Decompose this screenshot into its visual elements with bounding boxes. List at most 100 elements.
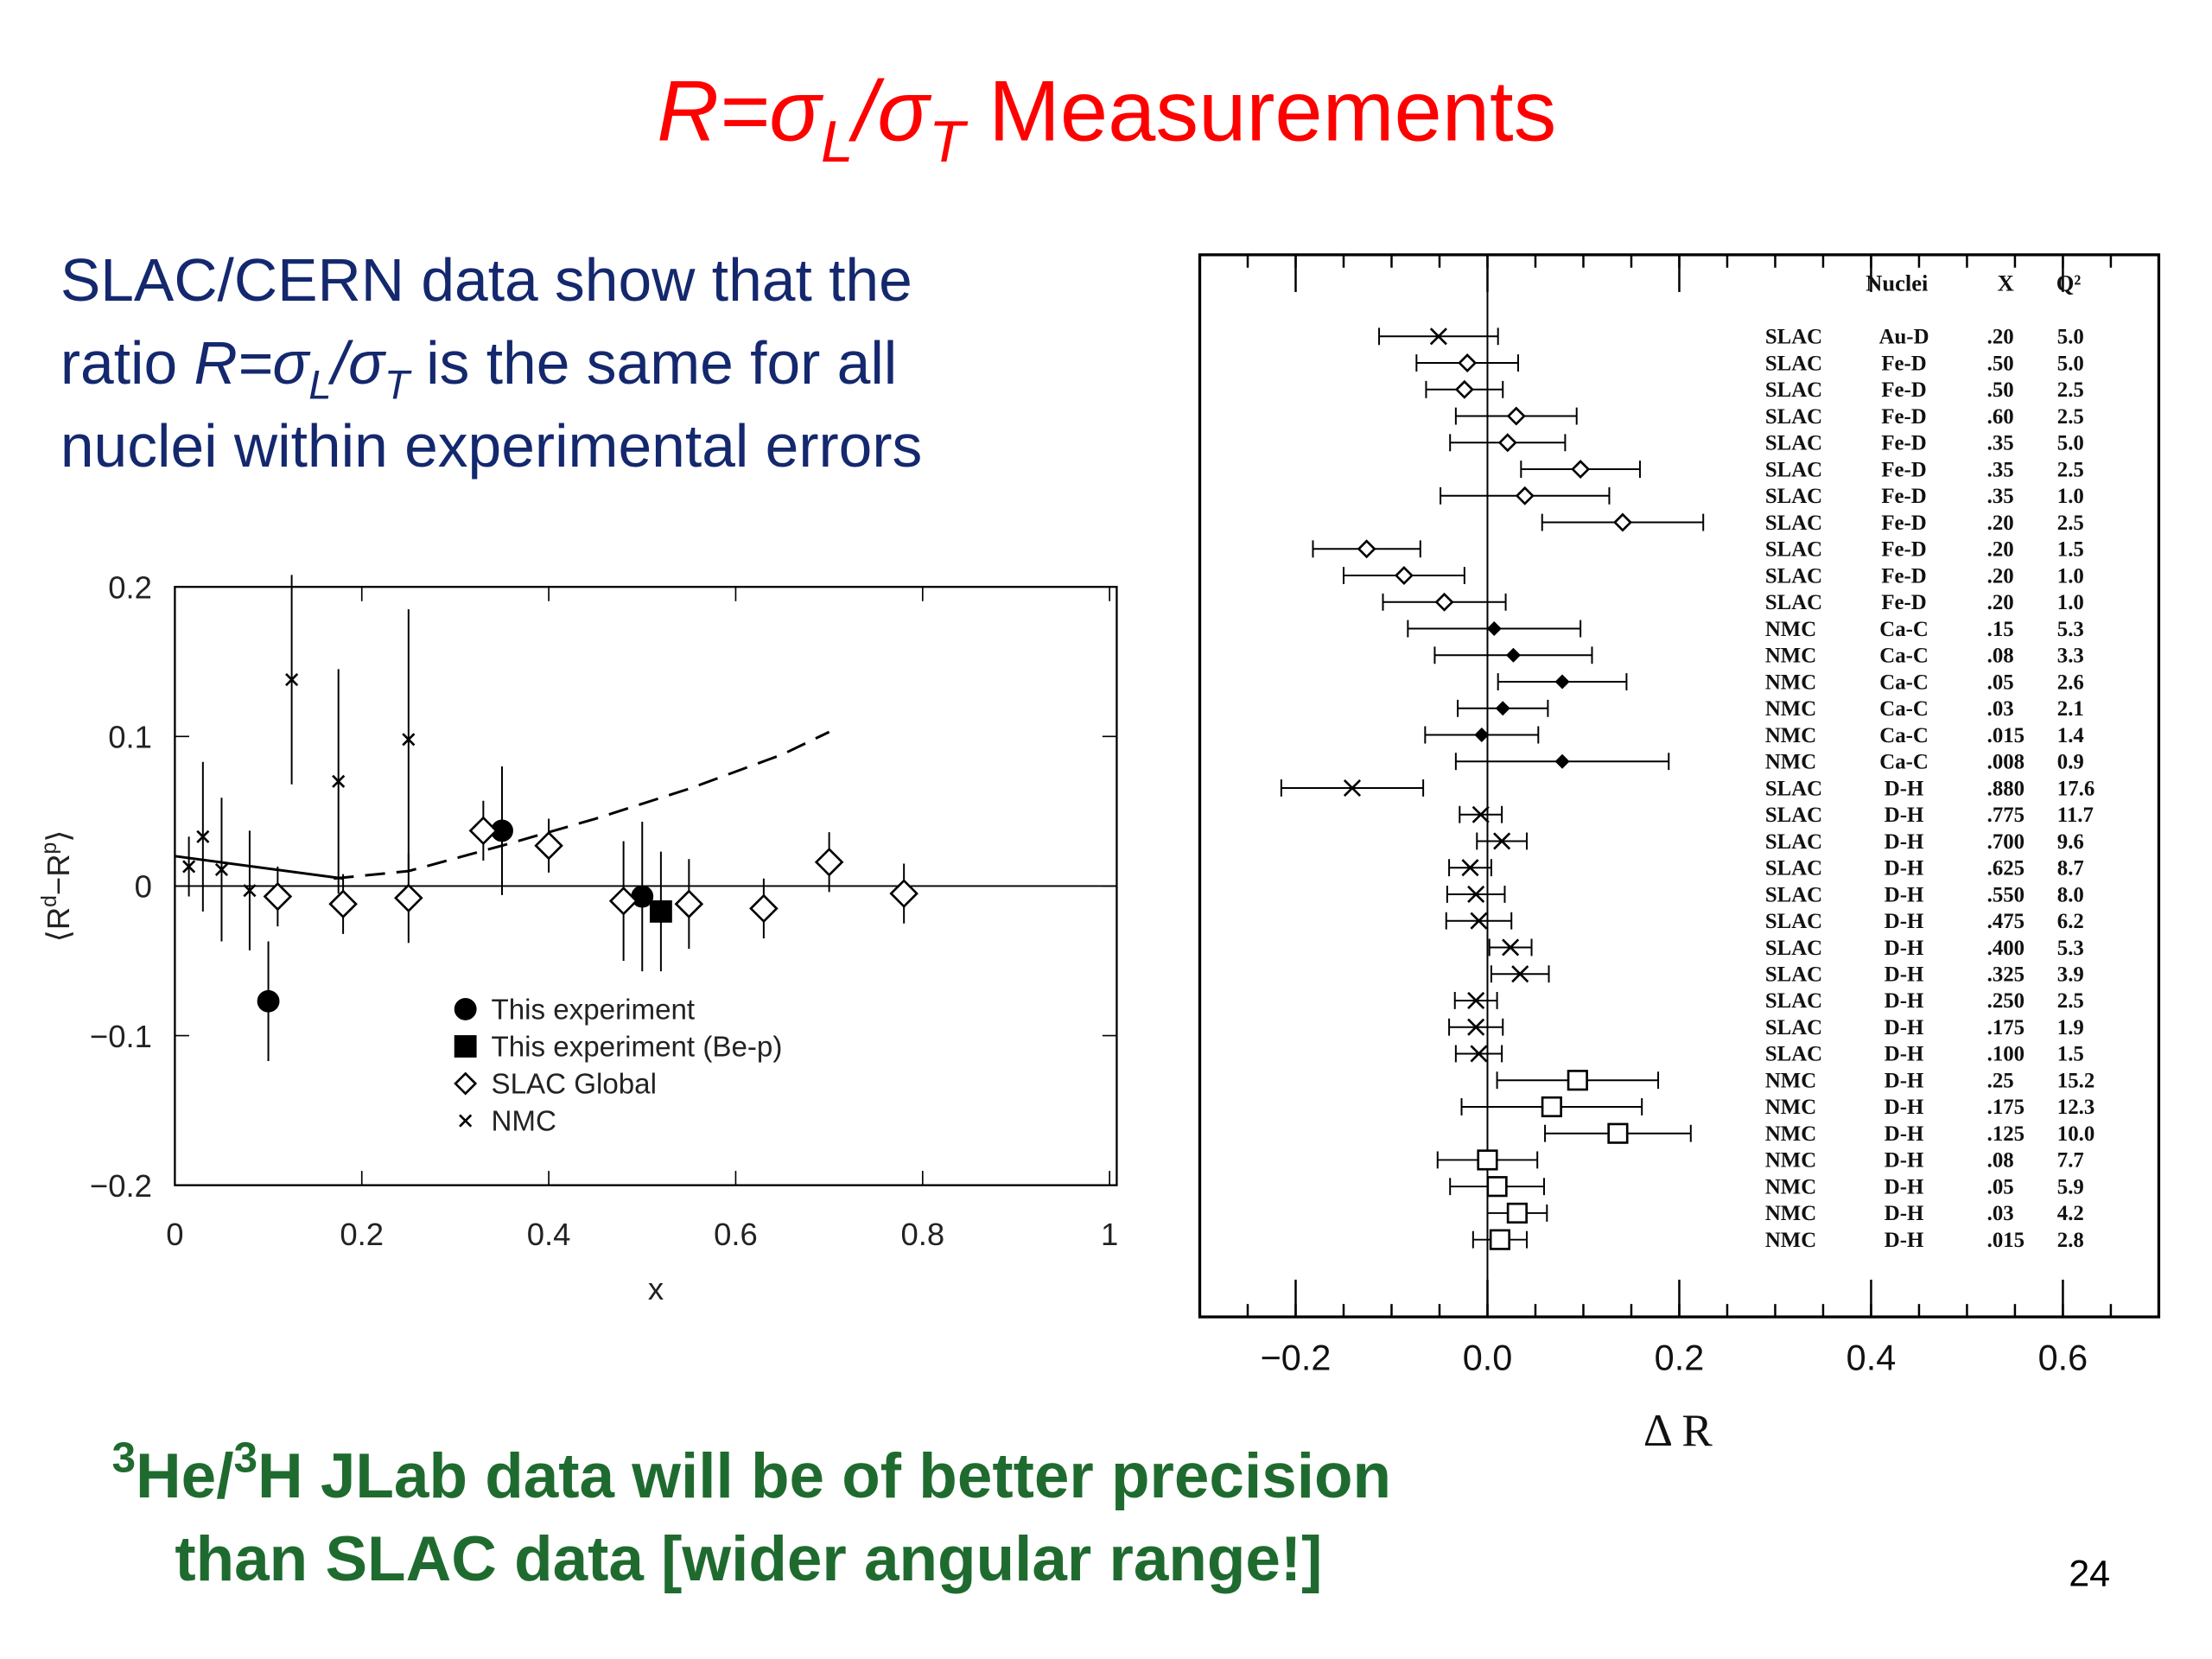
table-cell: 1.9: [2057, 1016, 2084, 1039]
table-cell: .50: [1987, 352, 2014, 375]
table-cell: Fe-D: [1881, 352, 1926, 375]
table-cell: SLAC: [1765, 989, 1822, 1013]
table-cell: .20: [1987, 591, 2014, 614]
text-run: T: [385, 362, 412, 408]
table-cell: NMC: [1765, 1229, 1816, 1252]
marker: [814, 847, 844, 877]
table-cell: 5.3: [2057, 618, 2084, 641]
table-cell: NMC: [1765, 1069, 1816, 1092]
y-axis-label: ⟨Rd−Rp⟩: [38, 830, 76, 942]
x-axis-label: x: [648, 1271, 664, 1306]
y-tick-label: −0.2: [90, 1168, 152, 1204]
column-header: X: [1998, 270, 2014, 296]
table-cell: .015: [1987, 724, 2024, 747]
table-cell: 2.5: [2057, 989, 2084, 1013]
table-cell: D-H: [1885, 1043, 1924, 1066]
table-cell: 10.0: [2057, 1122, 2094, 1146]
table-cell: .03: [1987, 697, 2014, 721]
table-cell: SLAC: [1765, 405, 1822, 429]
marker: [1511, 965, 1529, 983]
x-tick-label: 0.2: [340, 1217, 384, 1252]
table-cell: .125: [1987, 1122, 2024, 1146]
marker: [332, 774, 346, 788]
y-tick-label: 0.2: [108, 569, 152, 605]
text-run: −R: [41, 854, 76, 895]
table-cell: Fe-D: [1881, 405, 1926, 429]
marker: [1467, 1018, 1485, 1036]
table-cell: SLAC: [1765, 963, 1822, 987]
marker: [1554, 674, 1570, 690]
table-cell: .03: [1987, 1202, 2014, 1225]
table-cell: Fe-D: [1881, 458, 1926, 481]
table-cell: Ca-C: [1879, 618, 1929, 641]
table-cell: Ca-C: [1879, 751, 1929, 774]
table-cell: SLAC: [1765, 326, 1822, 349]
table-cell: 6.2: [2057, 910, 2084, 933]
table-cell: 0.9: [2057, 751, 2084, 774]
x-tick-label: 0.6: [714, 1217, 758, 1252]
table-cell: SLAC: [1765, 830, 1822, 854]
marker: [1470, 912, 1488, 930]
marker: [534, 830, 563, 861]
text-run: 3: [233, 1433, 257, 1482]
marker: [1567, 1070, 1588, 1091]
table-cell: D-H: [1885, 989, 1924, 1013]
x-tick-label: 1: [1101, 1217, 1118, 1252]
table-cell: 12.3: [2057, 1096, 2094, 1119]
body-text: nuclei within experimental errors: [60, 412, 922, 480]
text-run: d: [38, 895, 61, 907]
y-tick-label: 0.1: [108, 720, 152, 755]
table-cell: 4.2: [2057, 1202, 2084, 1225]
table-cell: 1.5: [2057, 1043, 2084, 1066]
table-cell: NMC: [1765, 1175, 1816, 1198]
marker: [285, 672, 299, 687]
table-cell: 1.0: [2057, 564, 2084, 588]
table-cell: .008: [1987, 751, 2024, 774]
table-cell: NMC: [1765, 697, 1816, 721]
table-cell: 15.2: [2057, 1069, 2094, 1092]
marker: [1495, 701, 1510, 716]
marker: [1607, 1122, 1629, 1144]
x-tick-label: 0.2: [1655, 1338, 1705, 1377]
table-cell: SLAC: [1765, 352, 1822, 375]
table-cell: SLAC: [1765, 857, 1822, 880]
marker: [1454, 379, 1474, 399]
marker: [1357, 539, 1376, 559]
legend-label: NMC: [491, 1106, 556, 1138]
x-tick-label: 0.4: [527, 1217, 571, 1252]
table-cell: D-H: [1885, 883, 1924, 906]
table-cell: .35: [1987, 458, 2014, 481]
legend-label: This experiment (Be-p): [491, 1032, 782, 1064]
table-cell: 2.5: [2057, 405, 2084, 429]
marker: [263, 881, 293, 912]
marker: [1394, 566, 1414, 586]
table-cell: 7.7: [2057, 1149, 2084, 1173]
marker: [1461, 859, 1479, 877]
marker: [394, 883, 423, 913]
table-cell: 1.0: [2057, 485, 2084, 508]
table-cell: .25: [1987, 1069, 2014, 1092]
table-cell: SLAC: [1765, 1016, 1822, 1039]
table-cell: .20: [1987, 326, 2014, 349]
table-cell: SLAC: [1765, 538, 1822, 562]
table-cell: SLAC: [1765, 804, 1822, 827]
table-cell: Ca-C: [1879, 645, 1929, 668]
marker: [182, 860, 196, 874]
table-cell: Fe-D: [1881, 591, 1926, 614]
text-run: nuclei within experimental errors: [60, 412, 922, 480]
text-run: R=σ: [194, 329, 312, 397]
table-cell: NMC: [1765, 724, 1816, 747]
table-cell: D-H: [1885, 777, 1924, 800]
table-cell: .08: [1987, 1149, 2014, 1173]
table-cell: 5.0: [2057, 352, 2084, 375]
table-cell: D-H: [1885, 963, 1924, 987]
page-number: 24: [2069, 1554, 2110, 1595]
table-cell: .08: [1987, 645, 2014, 668]
table-cell: D-H: [1885, 1016, 1924, 1039]
marker: [1554, 753, 1570, 769]
marker: [1467, 885, 1485, 904]
legend-marker: [459, 1114, 473, 1128]
x-tick-label: 0.6: [2038, 1338, 2088, 1377]
